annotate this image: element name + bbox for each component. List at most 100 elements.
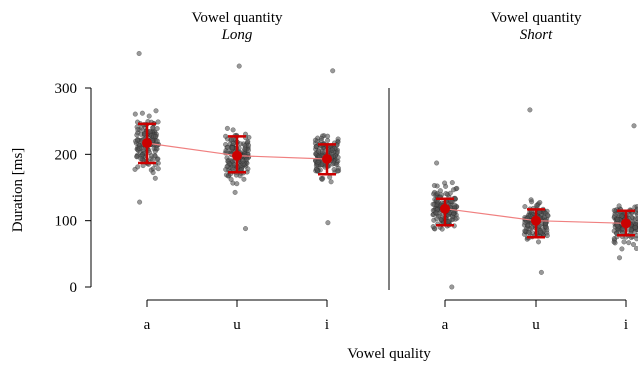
data-point [316,149,321,154]
data-point [329,180,334,185]
y-axis-label: Duration [ms] [10,148,26,233]
mean-marker [322,154,332,164]
panel-long: Vowel quantity Long a u i [133,10,341,333]
data-point [153,176,158,181]
data-point [335,162,340,167]
mean-marker [621,218,631,228]
data-point [431,202,436,207]
data-point [523,204,528,209]
data-point [615,217,620,222]
data-point [246,148,251,153]
data-point [241,159,246,164]
data-point [151,126,156,131]
data-point [140,111,145,116]
data-point [634,237,638,242]
x-axis-label: Vowel quality [347,346,431,362]
data-point [545,213,550,218]
x-tick-label: u [233,317,241,333]
x-tick-label: u [532,317,540,333]
data-point [139,156,144,161]
mean-marker [232,151,242,161]
data-point [450,180,455,185]
mean-marker [142,138,152,148]
data-point [153,153,158,158]
data-point [633,225,638,230]
data-point [315,169,320,174]
data-point [325,138,330,143]
data-point [528,108,533,113]
data-point [238,142,243,147]
data-point [620,214,625,219]
data-point [612,208,617,213]
data-point [137,146,142,151]
data-point [326,220,331,225]
data-point [225,145,230,150]
data-point [229,138,234,143]
data-point [237,64,242,69]
panel-short-subtitle: Short [520,27,553,43]
data-point [523,220,528,225]
x-tick-label: i [624,317,628,333]
data-point [235,181,240,186]
data-point [151,166,156,171]
data-point [243,226,248,231]
data-point [135,138,140,143]
data-point [320,177,325,182]
data-point [233,190,238,195]
data-point [432,183,437,188]
data-point [133,167,138,172]
data-point [440,227,445,232]
data-point [538,230,543,235]
data-point [435,191,440,196]
data-point [529,200,534,205]
data-point [325,134,330,139]
data-point [446,219,451,224]
mean-marker [531,216,541,226]
data-point [137,51,142,56]
data-point [335,169,340,174]
data-point [316,160,321,165]
data-point [450,285,455,290]
x-tick-label: i [325,317,329,333]
data-point [223,134,228,139]
x-tick-label: a [144,317,151,333]
data-point [631,242,636,247]
data-point [154,109,159,114]
data-point [451,188,456,193]
y-tick-label: 300 [55,81,78,97]
data-point [529,226,534,231]
data-point [137,200,142,205]
data-point [620,247,625,252]
y-tick-label: 0 [70,280,78,296]
data-point [147,114,152,119]
data-point [225,126,230,131]
data-point [327,175,332,180]
data-point [434,161,439,166]
data-point [135,133,140,138]
data-point [153,134,158,139]
data-point [330,69,335,74]
data-point [133,112,138,117]
panel-short-title: Vowel quantity [491,10,582,26]
data-point [436,200,441,205]
panel-long-title: Vowel quantity [192,10,283,26]
data-point [431,224,436,229]
data-point [330,148,335,153]
data-point [246,143,251,148]
data-point [442,181,447,186]
data-point [434,211,439,216]
panel-short: Vowel quantity Short a u i [431,10,638,333]
data-point [230,146,235,151]
data-point [537,210,542,215]
data-point [242,177,247,182]
x-tick-label: a [442,317,449,333]
data-point [156,120,161,125]
data-point [156,166,161,171]
y-tick-label: 100 [55,214,78,230]
data-point [227,161,232,166]
data-point [527,230,532,235]
data-point [153,149,158,154]
data-point [538,200,543,205]
data-point [617,204,622,209]
